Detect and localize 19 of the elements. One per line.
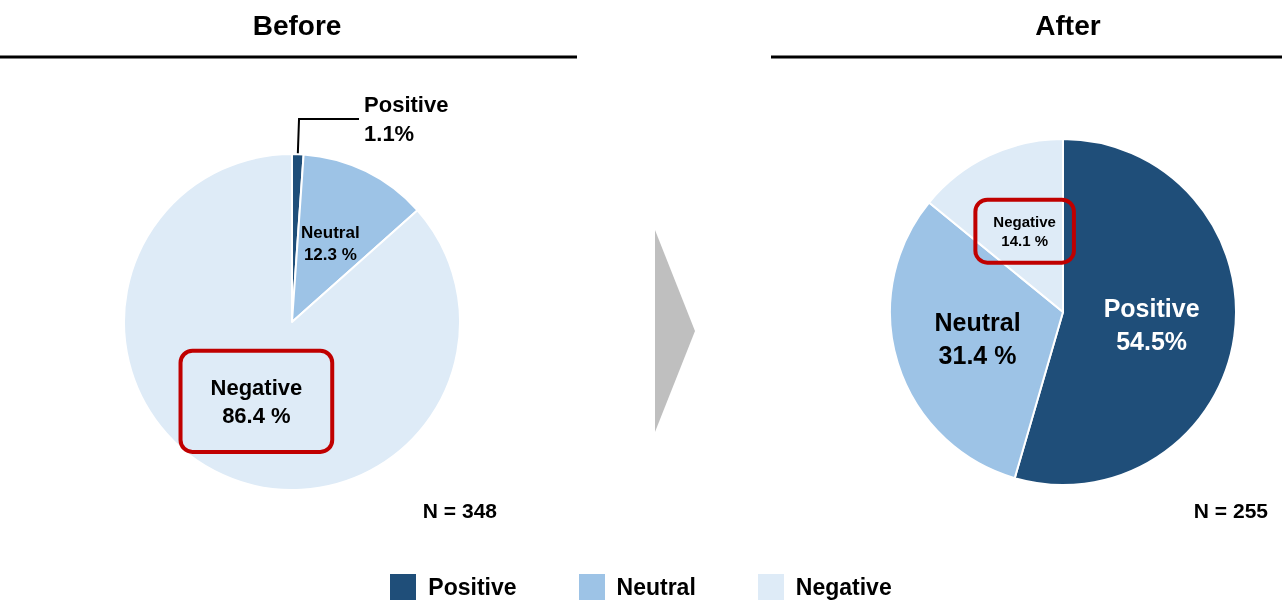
legend-label: Neutral: [616, 573, 696, 601]
chart-title: Before: [252, 9, 342, 41]
chart-title: After: [1035, 9, 1101, 41]
slice-label: Neutral: [301, 223, 360, 243]
slice-label: Neutral: [934, 308, 1021, 337]
data-label: 14.1 %: [1001, 232, 1048, 250]
data-label: 54.5%: [1116, 326, 1188, 355]
data-label: 31.4 %: [938, 340, 1017, 369]
slice-label: Negative: [993, 212, 1056, 230]
legend-label: Negative: [795, 573, 892, 601]
data-label: 1.1%: [364, 120, 415, 146]
data-label: 12.3 %: [303, 245, 357, 265]
text: N = 348: [422, 498, 498, 522]
data-label: 86.4 %: [222, 403, 291, 429]
slice-label: Negative: [210, 374, 303, 400]
slice-label: Positive: [1103, 294, 1200, 323]
text: N = 255: [1193, 498, 1269, 522]
legend-label: Positive: [428, 573, 517, 601]
slice-label: Positive: [364, 92, 449, 118]
